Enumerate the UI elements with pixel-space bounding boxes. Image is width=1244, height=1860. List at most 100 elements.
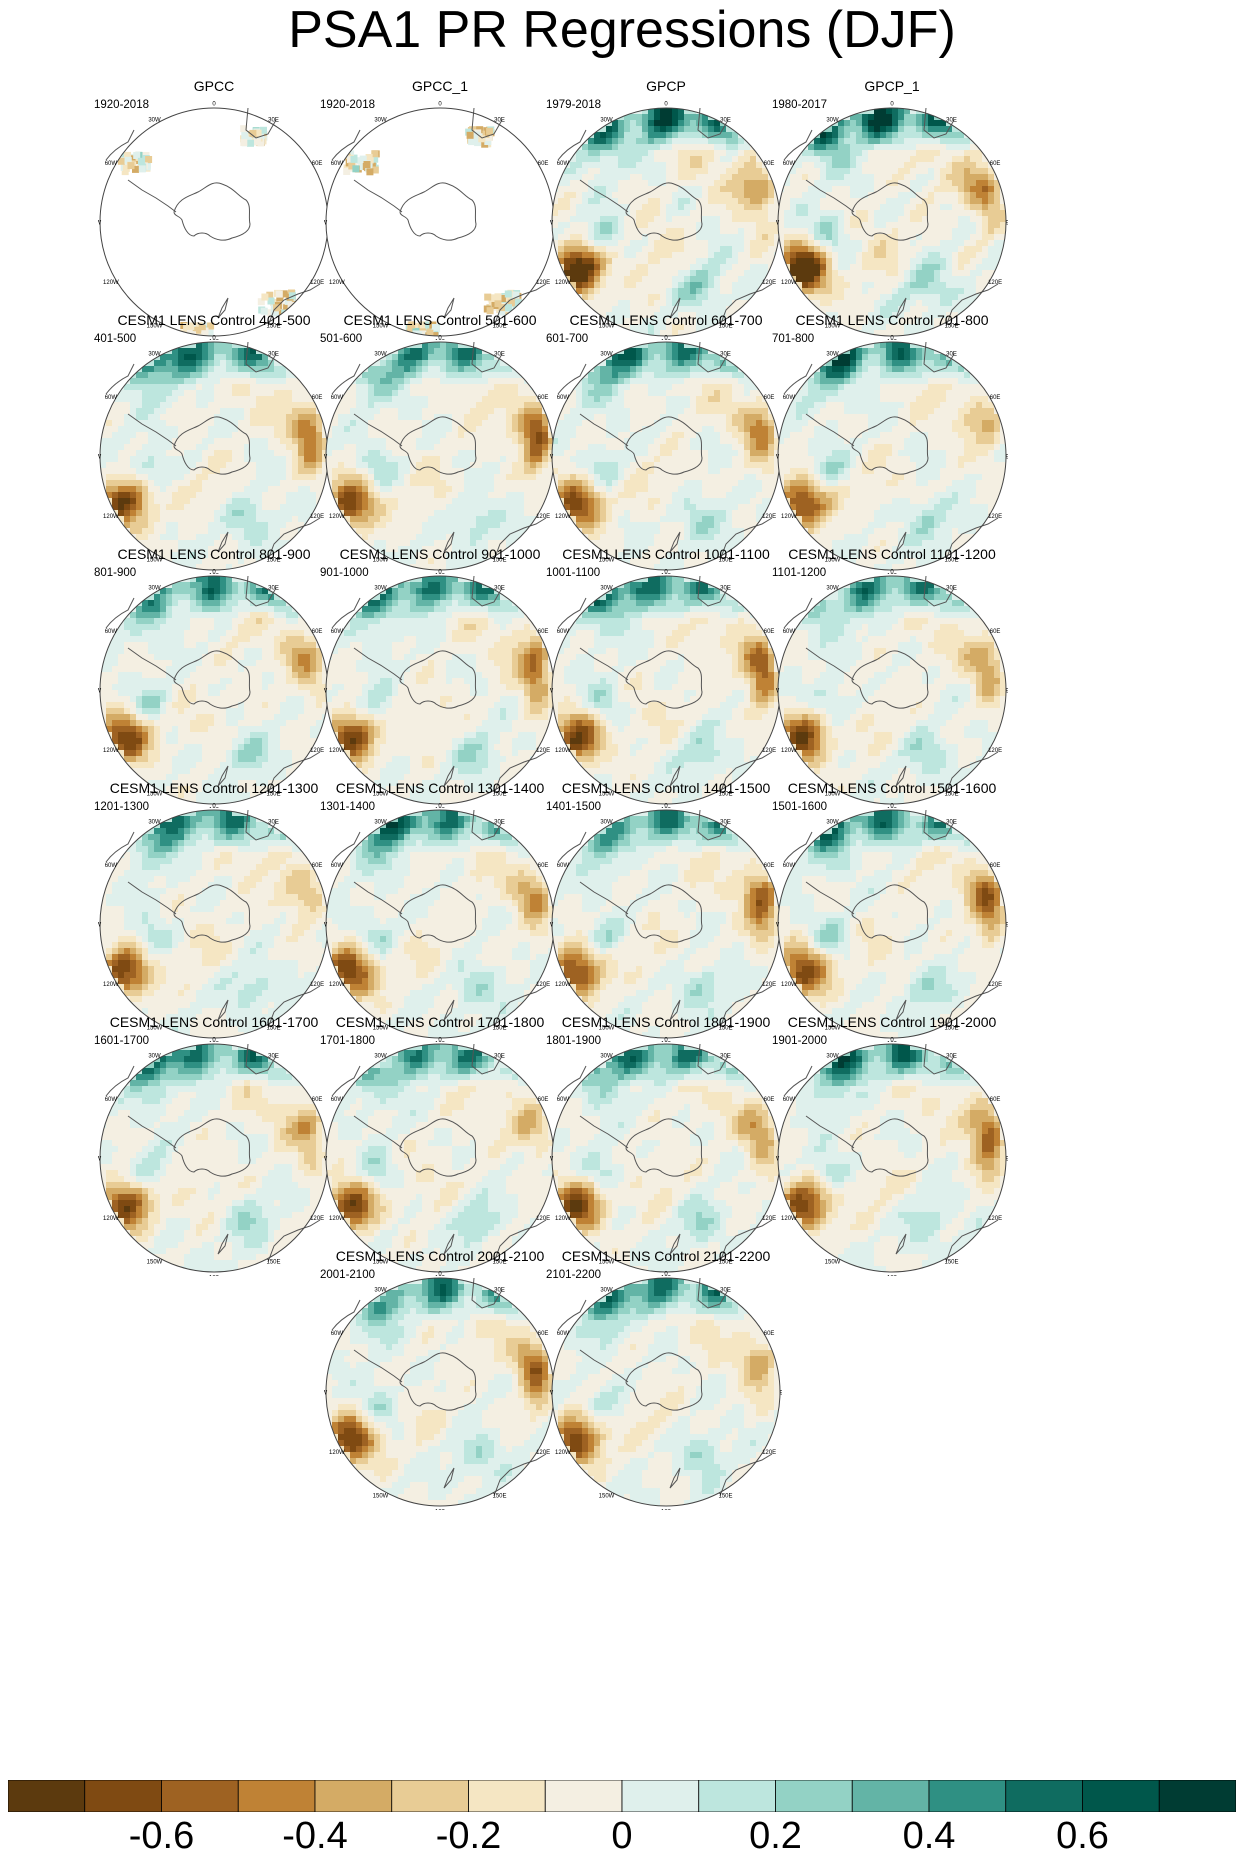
regression-field bbox=[100, 576, 328, 804]
longitude-label: 150W bbox=[825, 792, 841, 798]
longitude-label: 30W bbox=[600, 1287, 613, 1293]
longitude-label: 90E bbox=[1006, 455, 1008, 461]
colorbar-tick-label: 0.4 bbox=[903, 1816, 956, 1856]
longitude-label: 180 bbox=[887, 1276, 898, 1277]
colorbar bbox=[8, 1780, 1236, 1812]
regression-field bbox=[326, 108, 554, 336]
panel-title: CESM1 LENS Control 801-900 bbox=[80, 546, 348, 562]
colorbar-box bbox=[621, 1780, 700, 1812]
longitude-label: 60E bbox=[538, 863, 549, 869]
panel-title: CESM1 LENS Control 901-1000 bbox=[306, 546, 574, 562]
panel-title: CESM1 LENS Control 1701-1800 bbox=[306, 1014, 574, 1030]
longitude-label: 150W bbox=[599, 558, 615, 564]
longitude-label: 30E bbox=[268, 819, 279, 825]
longitude-label: 120W bbox=[329, 1216, 345, 1222]
longitude-label: 120W bbox=[555, 1450, 571, 1456]
longitude-label: 150W bbox=[825, 1026, 841, 1032]
longitude-label: 60E bbox=[990, 1097, 1001, 1103]
map-panel: CESM1 LENS Control 401-500 401-500 0 30E 60E… bbox=[80, 312, 348, 580]
longitude-label: 30W bbox=[600, 819, 613, 825]
colorbar-tick-label: -0.6 bbox=[129, 1816, 194, 1856]
longitude-label: 150W bbox=[373, 558, 389, 564]
longitude-label: 90E bbox=[1006, 1157, 1008, 1163]
panel-period: 1401-1500 bbox=[546, 801, 601, 814]
longitude-label: 30E bbox=[720, 1287, 731, 1293]
longitude-label: 30W bbox=[600, 585, 613, 591]
regression-field bbox=[552, 576, 780, 804]
longitude-label: 90W bbox=[324, 455, 328, 461]
longitude-label: 120E bbox=[762, 748, 776, 754]
panel-period: 801-900 bbox=[94, 567, 136, 580]
longitude-label: 120E bbox=[762, 280, 776, 286]
longitude-label: 60W bbox=[105, 629, 118, 635]
panel-period: 1301-1400 bbox=[320, 801, 375, 814]
longitude-label: 180 bbox=[435, 1276, 446, 1277]
longitude-label: 30W bbox=[374, 1287, 387, 1293]
longitude-label: 150E bbox=[718, 1260, 732, 1266]
polar-map: 030E60E90E120E150E180150W120W90W60W30W bbox=[324, 570, 556, 809]
longitude-label: 120E bbox=[536, 514, 550, 520]
polar-map: 030E60E90E120E150E180150W120W90W60W30W bbox=[98, 1038, 330, 1277]
panel-period: 1901-2000 bbox=[772, 1035, 827, 1048]
longitude-label: 30W bbox=[374, 819, 387, 825]
longitude-label: 180 bbox=[435, 340, 446, 341]
regression-field bbox=[552, 108, 780, 336]
longitude-label: 150E bbox=[492, 324, 506, 330]
regression-field bbox=[100, 342, 328, 570]
longitude-label: 0 bbox=[212, 336, 216, 342]
regression-field bbox=[326, 342, 554, 570]
longitude-label: 90W bbox=[324, 1157, 328, 1163]
longitude-label: 60E bbox=[990, 395, 1001, 401]
longitude-label: 30E bbox=[946, 351, 957, 357]
regression-field bbox=[778, 1044, 1006, 1272]
longitude-label: 30W bbox=[826, 1053, 839, 1059]
longitude-label: 30E bbox=[720, 1053, 731, 1059]
longitude-label: 60E bbox=[538, 395, 549, 401]
longitude-label: 180 bbox=[435, 574, 446, 575]
longitude-label: 60E bbox=[538, 1097, 549, 1103]
longitude-label: 150E bbox=[492, 792, 506, 798]
map-panel: GPCC1920-2018030E60E90E120E150E180150W12… bbox=[80, 78, 348, 346]
panel-title: CESM1 LENS Control 1501-1600 bbox=[758, 780, 1026, 796]
longitude-label: 120E bbox=[310, 982, 324, 988]
longitude-label: 60E bbox=[538, 161, 549, 167]
longitude-label: 30E bbox=[268, 117, 279, 123]
longitude-label: 120E bbox=[536, 1450, 550, 1456]
panel-period: 1501-1600 bbox=[772, 801, 827, 814]
longitude-label: 120E bbox=[536, 748, 550, 754]
longitude-label: 90W bbox=[776, 455, 780, 461]
longitude-label: 30W bbox=[374, 585, 387, 591]
coastlines bbox=[105, 341, 321, 561]
longitude-label: 30E bbox=[268, 1053, 279, 1059]
longitude-label: 120E bbox=[988, 1216, 1002, 1222]
polar-map: 030E60E90E120E150E180150W120W90W60W30W bbox=[324, 336, 556, 575]
longitude-label: 150W bbox=[373, 1494, 389, 1500]
panel-title: CESM1 LENS Control 501-600 bbox=[306, 312, 574, 328]
longitude-label: 180 bbox=[887, 574, 898, 575]
longitude-label: 180 bbox=[209, 1276, 220, 1277]
longitude-label: 150W bbox=[599, 1494, 615, 1500]
map-panel: CESM1 LENS Control 1201-1300 1201-1300 0 30… bbox=[80, 780, 348, 1048]
longitude-label: 60W bbox=[331, 1331, 344, 1337]
longitude-label: 0 bbox=[664, 336, 668, 342]
longitude-label: 30W bbox=[374, 351, 387, 357]
longitude-label: 120E bbox=[536, 982, 550, 988]
longitude-label: 150E bbox=[944, 792, 958, 798]
longitude-label: 150E bbox=[266, 792, 280, 798]
longitude-label: 60W bbox=[331, 395, 344, 401]
polar-map: 030E60E90E120E150E180150W120W90W60W30W bbox=[776, 570, 1008, 809]
panel-period: 2001-2100 bbox=[320, 1269, 375, 1282]
panel-title: CESM1 LENS Control 1201-1300 bbox=[80, 780, 348, 796]
longitude-label: 30E bbox=[720, 585, 731, 591]
colorbar-box bbox=[928, 1780, 1007, 1812]
longitude-label: 90W bbox=[98, 455, 102, 461]
regression-field bbox=[326, 810, 554, 1038]
map-panel: CESM1 LENS Control 2001-2100 2001-2100 0 30… bbox=[306, 1248, 574, 1516]
regression-field bbox=[100, 810, 328, 1038]
coastlines bbox=[105, 1043, 321, 1263]
panel-title: CESM1 LENS Control 2101-2200 bbox=[532, 1248, 800, 1264]
longitude-label: 120E bbox=[310, 280, 324, 286]
longitude-label: 120W bbox=[781, 1216, 797, 1222]
longitude-label: 120W bbox=[781, 748, 797, 754]
longitude-label: 60W bbox=[557, 1331, 570, 1337]
